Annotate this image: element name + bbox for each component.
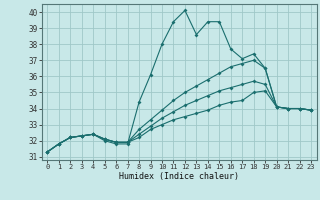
- X-axis label: Humidex (Indice chaleur): Humidex (Indice chaleur): [119, 172, 239, 181]
